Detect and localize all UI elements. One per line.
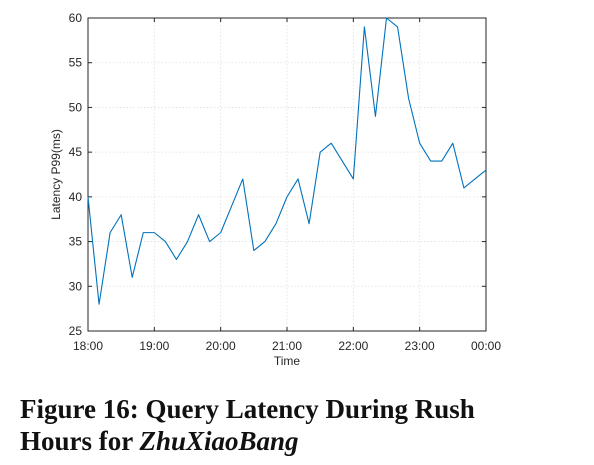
y-tick-label: 35 bbox=[69, 235, 83, 249]
x-tick-label: 20:00 bbox=[206, 339, 236, 353]
data-point bbox=[451, 142, 454, 145]
latency-chart: 18:00 19:00 20:00 21:00 22:00 23:00 00:00 25 30 3… bbox=[49, 11, 502, 368]
data-point bbox=[485, 169, 488, 172]
x-axis-title: Time bbox=[274, 354, 301, 368]
y-tick-label: 60 bbox=[69, 11, 83, 25]
data-point bbox=[396, 25, 399, 28]
axis-ticks: 18:00 19:00 20:00 21:00 22:00 23:00 00:00 25 30 3… bbox=[69, 11, 502, 353]
caption-emphasis: ZhuXiaoBang bbox=[139, 426, 299, 456]
data-point bbox=[263, 240, 266, 243]
data-point bbox=[131, 276, 134, 279]
data-point bbox=[374, 115, 377, 118]
y-tick-label: 45 bbox=[69, 145, 83, 159]
data-point bbox=[252, 249, 255, 252]
y-tick-label: 25 bbox=[69, 324, 83, 338]
y-tick-label: 50 bbox=[69, 100, 83, 114]
x-tick-label: 19:00 bbox=[139, 339, 169, 353]
chart-svg: 18:00 19:00 20:00 21:00 22:00 23:00 00:00 25 30 3… bbox=[49, 11, 502, 368]
series-layer bbox=[87, 17, 488, 306]
data-point bbox=[407, 97, 410, 100]
data-point bbox=[462, 186, 465, 189]
data-point bbox=[208, 240, 211, 243]
data-point bbox=[440, 160, 443, 163]
data-point bbox=[429, 160, 432, 163]
y-tick-label: 40 bbox=[69, 190, 83, 204]
data-point bbox=[186, 240, 189, 243]
grid-lines bbox=[88, 18, 486, 331]
data-point bbox=[142, 231, 145, 234]
data-point bbox=[286, 195, 289, 198]
data-point bbox=[418, 142, 421, 145]
data-point bbox=[120, 213, 123, 216]
x-tick-label: 00:00 bbox=[471, 339, 501, 353]
data-point bbox=[473, 177, 476, 180]
data-point bbox=[87, 195, 90, 198]
x-tick-label: 21:00 bbox=[272, 339, 302, 353]
data-point bbox=[341, 160, 344, 163]
data-point bbox=[175, 258, 178, 261]
data-point bbox=[219, 231, 222, 234]
data-point bbox=[330, 142, 333, 145]
x-tick-label: 18:00 bbox=[73, 339, 103, 353]
y-tick-label: 30 bbox=[69, 279, 83, 293]
y-tick-label: 55 bbox=[69, 56, 83, 70]
data-point bbox=[98, 303, 101, 306]
x-tick-label: 22:00 bbox=[338, 339, 368, 353]
data-point bbox=[385, 17, 388, 20]
data-point bbox=[241, 177, 244, 180]
data-point bbox=[109, 231, 112, 234]
data-point bbox=[319, 151, 322, 154]
y-axis-title: Latency P99(ms) bbox=[49, 129, 63, 220]
figure-caption: Figure 16: Query Latency During Rush Hou… bbox=[20, 393, 540, 457]
data-point bbox=[153, 231, 156, 234]
caption-text: Figure 16: Query Latency During Rush Hou… bbox=[20, 394, 475, 456]
x-tick-label: 23:00 bbox=[405, 339, 435, 353]
data-point bbox=[363, 25, 366, 28]
data-point bbox=[297, 177, 300, 180]
data-point bbox=[352, 177, 355, 180]
data-point bbox=[164, 240, 167, 243]
latency-series-line bbox=[87, 17, 487, 305]
data-point bbox=[274, 222, 277, 225]
data-point bbox=[308, 222, 311, 225]
data-point bbox=[197, 213, 200, 216]
data-point bbox=[230, 204, 233, 207]
